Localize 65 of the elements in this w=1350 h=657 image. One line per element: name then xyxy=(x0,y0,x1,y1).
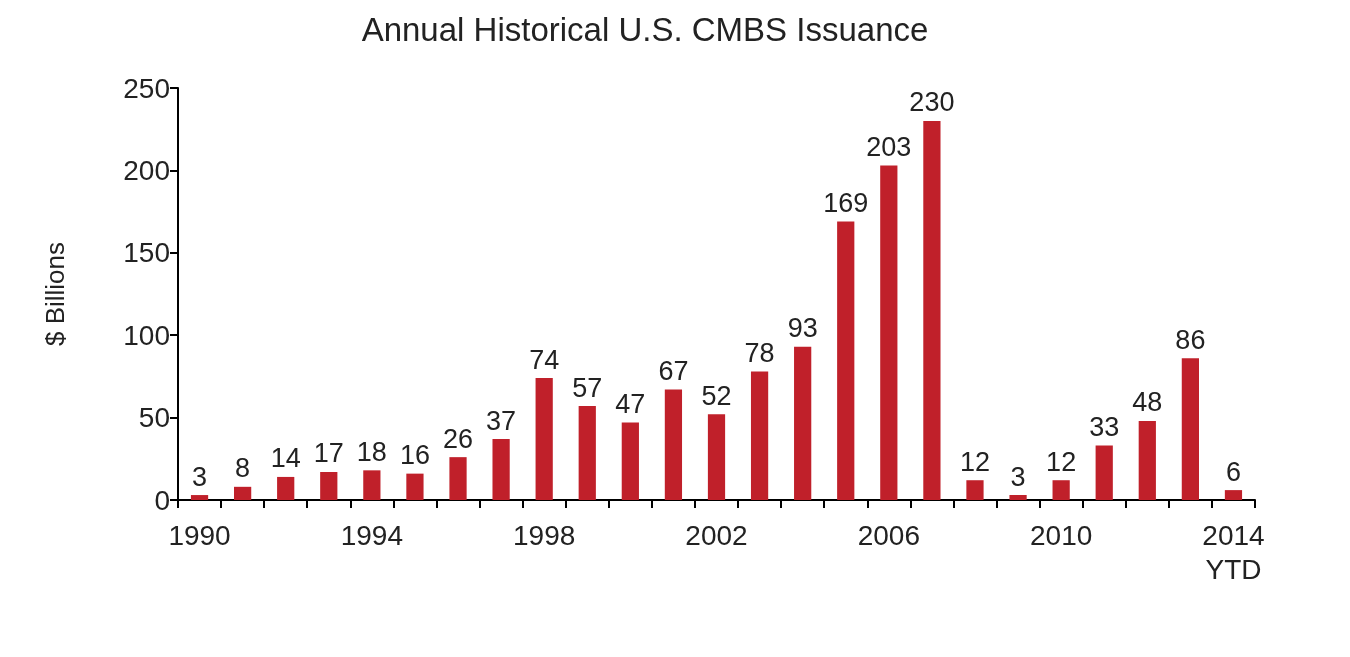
bar xyxy=(190,495,209,500)
data-label: 169 xyxy=(823,187,869,218)
data-label: 12 xyxy=(959,446,990,477)
y-tick-label: 200 xyxy=(123,154,170,186)
data-label: 3 xyxy=(192,461,208,492)
data-label: 3 xyxy=(1010,461,1026,492)
bar xyxy=(363,470,381,500)
bar xyxy=(837,221,855,500)
data-label: 33 xyxy=(1089,412,1120,443)
x-tick-label: 1994 xyxy=(340,519,404,551)
data-label: 14 xyxy=(270,443,301,474)
y-tick-label: 0 xyxy=(154,484,170,516)
data-label: 17 xyxy=(313,438,344,469)
data-label: 12 xyxy=(1046,446,1077,477)
data-label: 37 xyxy=(486,405,517,436)
x-tick-label: 2014 YTD xyxy=(1202,519,1265,585)
data-label: 78 xyxy=(744,337,775,368)
bar xyxy=(966,480,984,500)
chart-title: Annual Historical U.S. CMBS Issuance xyxy=(361,11,929,48)
bar xyxy=(664,389,683,500)
x-tick-label: 2002 xyxy=(685,519,748,551)
y-tick-label: 50 xyxy=(138,402,170,434)
bar xyxy=(1009,495,1027,500)
bar xyxy=(492,439,510,500)
y-axis-title: $ Billions xyxy=(40,241,70,347)
x-tick-label: 2010 xyxy=(1029,519,1093,551)
data-label: 8 xyxy=(235,453,251,484)
bar xyxy=(449,457,467,500)
x-tick-label: 1990 xyxy=(168,519,231,551)
bar xyxy=(1181,358,1199,500)
data-label: 67 xyxy=(658,356,689,387)
bar xyxy=(1052,480,1070,500)
y-tick-label: 250 xyxy=(123,72,170,104)
y-tick-label: 100 xyxy=(123,319,170,351)
data-label: 57 xyxy=(572,372,603,403)
data-label: 18 xyxy=(356,436,387,467)
data-label: 16 xyxy=(399,440,430,471)
bar xyxy=(923,120,941,500)
bar xyxy=(535,378,553,500)
bar xyxy=(234,486,252,500)
data-label: 52 xyxy=(701,380,732,411)
bar xyxy=(1224,490,1243,500)
data-label: 230 xyxy=(909,87,955,118)
data-label: 93 xyxy=(787,313,818,344)
bar xyxy=(621,422,639,500)
y-tick-label: 150 xyxy=(123,237,170,269)
bar xyxy=(406,473,424,500)
data-label: 26 xyxy=(443,423,474,454)
data-label: 6 xyxy=(1225,456,1241,487)
bar xyxy=(277,476,295,500)
data-label: 47 xyxy=(615,389,646,420)
x-tick-label: 1998 xyxy=(513,519,576,551)
bar xyxy=(707,414,726,500)
bar xyxy=(578,406,596,500)
data-label: 203 xyxy=(866,131,912,162)
bar xyxy=(880,165,898,500)
bar xyxy=(1138,420,1156,500)
x-tick-label: 2006 xyxy=(857,519,920,551)
bar xyxy=(750,371,769,500)
bar xyxy=(1095,445,1113,500)
data-label: 86 xyxy=(1175,324,1206,355)
bar xyxy=(320,471,338,500)
bar xyxy=(794,346,812,500)
data-label: 48 xyxy=(1132,387,1163,418)
data-label: 74 xyxy=(529,344,560,375)
